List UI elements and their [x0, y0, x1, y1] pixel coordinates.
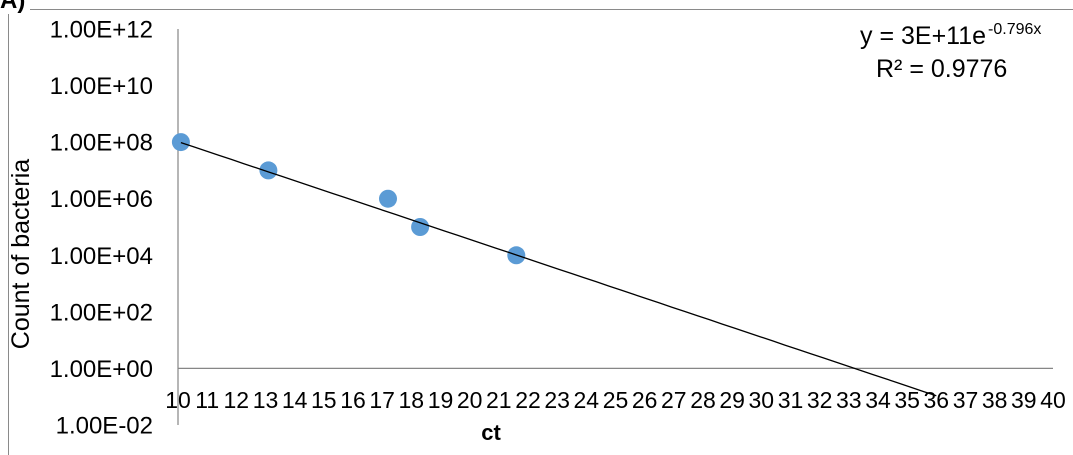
data-point: [379, 189, 397, 208]
x-tick-label: 21: [486, 387, 512, 413]
x-tick-label: 19: [428, 387, 454, 413]
x-tick-label: 26: [632, 387, 658, 413]
x-tick-label: 14: [282, 387, 308, 413]
y-tick-label: 1.00E+08: [50, 130, 153, 157]
x-tick-label: 23: [544, 387, 570, 413]
x-tick-label: 29: [719, 387, 745, 413]
x-tick-label: 15: [311, 387, 337, 413]
x-tick-label: 38: [982, 387, 1008, 413]
x-tick-label: 37: [953, 387, 979, 413]
trendline-equation: y = 3E+11e -0.796x: [860, 21, 1041, 50]
x-tick-label: 34: [865, 387, 891, 413]
panel-label: A): [0, 0, 25, 14]
x-tick-label: 16: [340, 387, 366, 413]
data-series: [171, 133, 526, 265]
trendline-equation-base: y = 3E+11e: [860, 22, 986, 50]
y-tick-label: 1.00E-02: [56, 413, 153, 440]
chart-frame: [8, 9, 1073, 455]
x-axis-title: ct: [481, 420, 501, 445]
x-tick-label: 17: [369, 387, 395, 413]
x-tick-label: 27: [661, 387, 687, 413]
x-tick-label: 11: [195, 387, 219, 413]
x-tick-label: 39: [1011, 387, 1037, 413]
x-tick-label: 20: [457, 387, 483, 413]
x-tick-label: 31: [778, 387, 804, 413]
x-tick-label: 30: [749, 387, 775, 413]
x-axis-tick-labels: 10 11 12 13 14 15 16 17 18 19 20 21 22 23 24 25 26 27 28 29…: [165, 387, 1066, 413]
data-point: [171, 133, 190, 152]
y-axis-title: Count of bacteria: [7, 159, 35, 349]
x-tick-label: 10: [165, 387, 191, 413]
x-tick-label: 12: [224, 387, 250, 413]
axes: [177, 29, 1053, 425]
x-tick-label: 24: [574, 387, 600, 413]
y-tick-label: 1.00E+12: [50, 17, 153, 44]
x-tick-label: 35: [894, 387, 920, 413]
y-tick-label: 1.00E+06: [50, 186, 153, 213]
x-tick-label: 36: [924, 387, 950, 413]
y-tick-label: 1.00E+10: [50, 73, 153, 100]
y-tick-label: 1.00E+00: [50, 356, 153, 383]
x-tick-label: 40: [1040, 387, 1066, 413]
x-tick-label: 25: [603, 387, 629, 413]
x-tick-label: 32: [807, 387, 833, 413]
trendline-equation-exponent: -0.796x: [988, 21, 1041, 38]
x-tick-label: 18: [399, 387, 425, 413]
trendline: [180, 141, 937, 397]
x-tick-label: 28: [690, 387, 716, 413]
x-tick-label: 22: [515, 387, 541, 413]
x-tick-label: 33: [836, 387, 862, 413]
data-point: [411, 218, 430, 236]
r-squared-label: R² = 0.9776: [876, 55, 1007, 83]
y-tick-label: 1.00E+04: [50, 243, 153, 270]
trendline-layer: [180, 141, 937, 397]
x-tick-label: 13: [253, 387, 279, 413]
y-tick-label: 1.00E+02: [50, 299, 153, 326]
data-point: [259, 161, 278, 180]
y-axis-tick-labels: 1.00E+12 1.00E+10 1.00E+08 1.00E+06 1.00E+04…: [50, 17, 153, 440]
